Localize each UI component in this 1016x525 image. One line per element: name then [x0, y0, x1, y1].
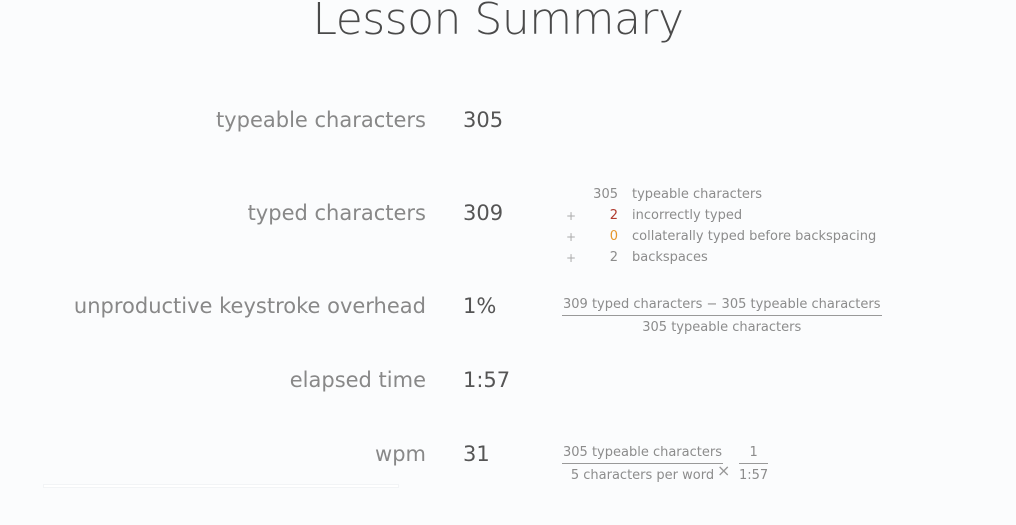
breakdown-number: 2 [609, 208, 618, 223]
breakdown-text: backspaces [632, 250, 708, 265]
typed-characters-breakdown: 305 typeable characters + 2 incorrectly … [560, 184, 876, 268]
breakdown-row: 305 typeable characters [560, 184, 876, 205]
keystroke-overhead-label: unproductive keystroke overhead [73, 294, 426, 318]
breakdown-operator: + [566, 250, 577, 265]
typed-characters-value: 309 [463, 201, 504, 225]
breakdown-operator: + [566, 229, 577, 244]
elapsed-time-value: 1:57 [463, 368, 511, 392]
breakdown-number: 2 [609, 250, 618, 265]
wpm-fraction-2-denominator: 1:57 [739, 468, 769, 483]
wpm-fraction-1: 305 typeable characters 5 characters per… [562, 445, 723, 483]
elapsed-time-label: elapsed time [289, 368, 426, 392]
wpm-value: 31 [463, 442, 490, 466]
breakdown-number: 0 [609, 229, 618, 244]
breakdown-row: + 2 incorrectly typed [560, 205, 876, 226]
breakdown-text: typeable characters [632, 187, 763, 202]
breakdown-text: incorrectly typed [632, 208, 743, 223]
breakdown-operator: + [566, 208, 577, 223]
breakdown-row: + 2 backspaces [560, 247, 876, 268]
typeable-characters-label: typeable characters [215, 108, 426, 132]
wpm-fraction-2: 1 1:57 [739, 445, 769, 483]
overhead-numerator: 309 typed characters − 305 typeable char… [562, 297, 882, 316]
breakdown-text: collaterally typed before backspacing [632, 229, 877, 244]
wpm-fraction-1-numerator: 305 typeable characters [562, 445, 723, 464]
wpm-label: wpm [375, 442, 426, 466]
overhead-denominator: 305 typeable characters [642, 320, 802, 335]
multiply-operator: × [717, 461, 731, 480]
breakdown-row: + 0 collaterally typed before backspacin… [560, 226, 876, 247]
keystroke-overhead-value: 1% [463, 294, 497, 318]
breakdown-number: 305 [593, 187, 618, 202]
typeable-characters-value: 305 [463, 108, 504, 132]
wpm-fraction-2-numerator: 1 [739, 445, 769, 464]
wpm-fraction-1-denominator: 5 characters per word [570, 468, 715, 483]
typed-characters-label: typed characters [247, 201, 426, 225]
page-title: Lesson Summary [312, 0, 684, 45]
overhead-formula: 309 typed characters − 305 typeable char… [562, 297, 882, 335]
divider [44, 485, 398, 487]
